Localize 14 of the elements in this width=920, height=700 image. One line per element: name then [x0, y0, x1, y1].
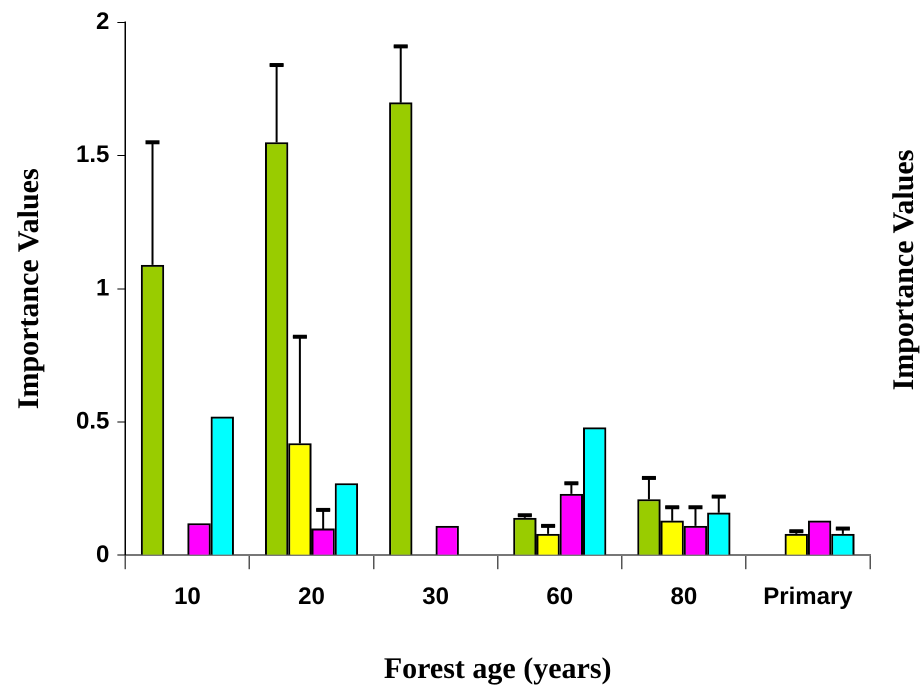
x-axis-title: Forest age (years): [384, 652, 612, 685]
text: Importance Values: [886, 150, 920, 390]
x-tick-label: 20: [298, 583, 325, 610]
x-tick-label: 60: [546, 583, 574, 610]
x-tick-label: 30: [422, 583, 449, 610]
y-tick-label: 1.5: [76, 141, 110, 168]
x-tick-label: 10: [174, 583, 201, 610]
y-tick-label: 0.5: [76, 408, 110, 435]
y-axis-title: Importance Values: [12, 168, 45, 410]
y-tick-label: 2: [96, 8, 110, 36]
y-tick-label: 1: [96, 274, 110, 302]
x-tick-label: Primary: [763, 583, 854, 610]
x-tick-label: 80: [670, 583, 698, 610]
y-tick-label: 0: [96, 540, 110, 568]
